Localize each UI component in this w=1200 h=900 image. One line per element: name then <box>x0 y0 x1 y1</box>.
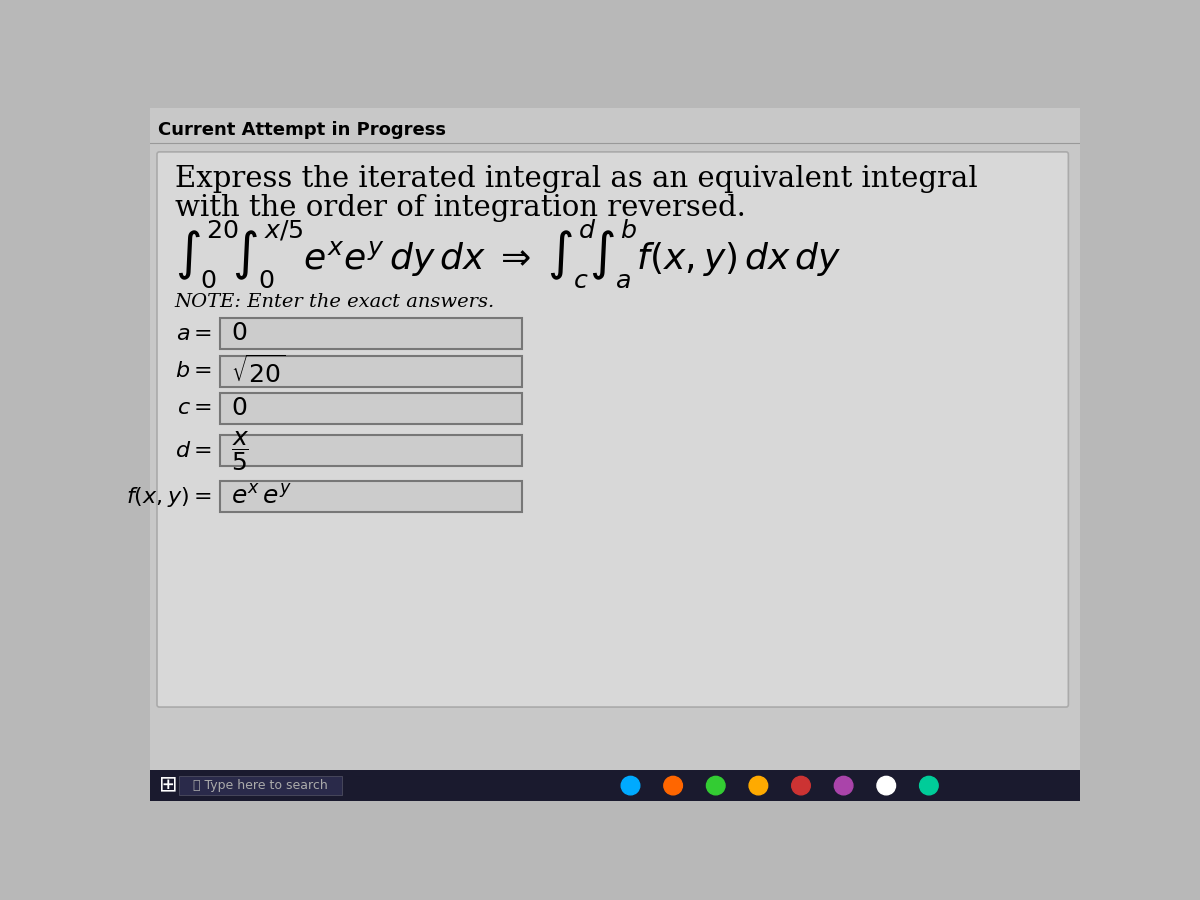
Circle shape <box>749 777 768 795</box>
FancyBboxPatch shape <box>220 319 522 349</box>
FancyBboxPatch shape <box>150 108 1080 770</box>
Circle shape <box>834 777 853 795</box>
Text: $a =$: $a =$ <box>175 322 212 345</box>
Text: $b =$: $b =$ <box>175 360 212 382</box>
Text: NOTE: Enter the exact answers.: NOTE: Enter the exact answers. <box>175 293 496 311</box>
FancyBboxPatch shape <box>157 152 1068 707</box>
Circle shape <box>707 777 725 795</box>
Text: $0$: $0$ <box>230 322 247 345</box>
Text: with the order of integration reversed.: with the order of integration reversed. <box>175 194 745 222</box>
FancyBboxPatch shape <box>220 356 522 387</box>
Circle shape <box>919 777 938 795</box>
Text: ⌕ Type here to search: ⌕ Type here to search <box>193 779 328 792</box>
Text: $d =$: $d =$ <box>175 439 212 462</box>
Circle shape <box>622 777 640 795</box>
Text: $c =$: $c =$ <box>178 397 212 419</box>
FancyBboxPatch shape <box>220 436 522 466</box>
Text: $f(x, y) =$: $f(x, y) =$ <box>126 485 212 508</box>
Text: ⊞: ⊞ <box>160 776 178 796</box>
FancyBboxPatch shape <box>220 482 522 512</box>
FancyBboxPatch shape <box>220 393 522 424</box>
Text: $\dfrac{x}{5}$: $\dfrac{x}{5}$ <box>230 428 248 472</box>
Text: $\sqrt{20}$: $\sqrt{20}$ <box>230 355 286 388</box>
Text: $0$: $0$ <box>230 397 247 419</box>
FancyBboxPatch shape <box>150 770 1080 801</box>
Circle shape <box>664 777 683 795</box>
Text: Express the iterated integral as an equivalent integral: Express the iterated integral as an equi… <box>175 165 978 193</box>
FancyBboxPatch shape <box>180 777 342 795</box>
Text: Current Attempt in Progress: Current Attempt in Progress <box>157 121 445 139</box>
Circle shape <box>792 777 810 795</box>
Text: $e^x\, e^y$: $e^x\, e^y$ <box>230 485 292 508</box>
Text: $\int_0^{20}\!\int_0^{x/5} e^x e^y\, dy\, dx\;\Rightarrow\;\int_c^d\!\int_a^b f(: $\int_0^{20}\!\int_0^{x/5} e^x e^y\, dy\… <box>175 218 841 291</box>
Circle shape <box>877 777 895 795</box>
